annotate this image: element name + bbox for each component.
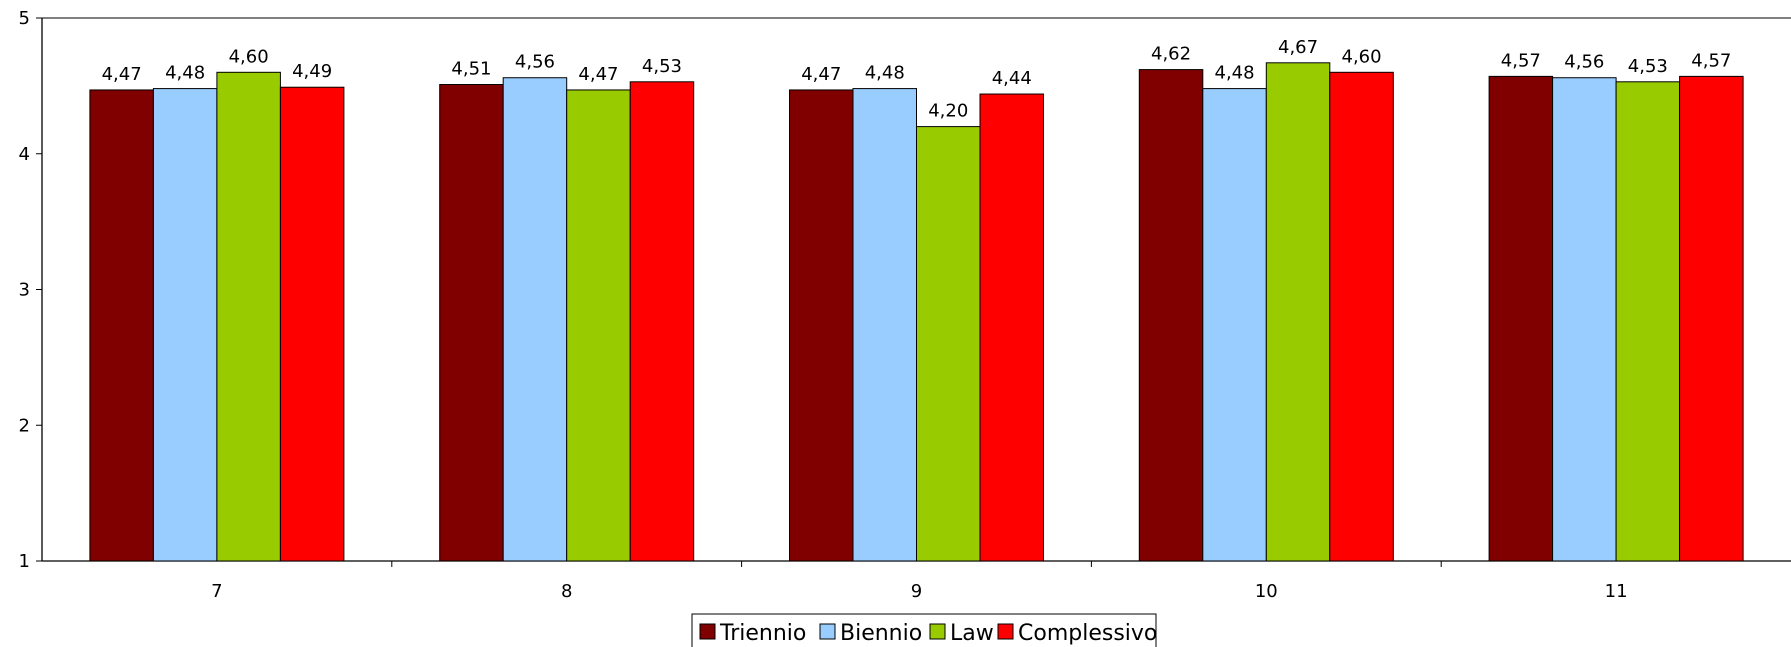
bar-complessivo-8	[629, 81, 695, 562]
x-tick-label: 10	[1255, 581, 1278, 602]
bar-law-10	[1265, 62, 1331, 562]
data-label: 4,57	[1691, 50, 1731, 71]
bar-biennio-7	[152, 88, 218, 562]
data-label: 4,48	[165, 63, 205, 84]
data-label: 4,53	[642, 56, 682, 77]
plot-area: 1 2 3 4 5 4,47 4,48 4,60 4,49 7 4,51 4,56 4,47 4,53 8 4…	[19, 8, 1791, 602]
x-tick-label: 11	[1605, 581, 1628, 602]
legend-label-biennio: Biennio	[840, 621, 922, 646]
y-tick-label: 5	[19, 8, 30, 29]
data-label: 4,60	[1342, 46, 1382, 67]
data-label: 4,67	[1278, 37, 1318, 58]
legend-swatch-biennio	[819, 623, 836, 640]
data-label: 4,44	[992, 68, 1032, 89]
bar-law-8	[566, 89, 631, 562]
data-label: 4,57	[1501, 50, 1541, 71]
x-tick-label: 8	[561, 581, 572, 602]
data-label: 4,53	[1628, 56, 1668, 77]
data-label: 4,48	[865, 63, 905, 84]
data-label: 4,48	[1215, 63, 1255, 84]
bar-triennio-9	[789, 89, 854, 562]
data-label: 4,62	[1151, 44, 1191, 65]
x-tick-label: 7	[211, 581, 222, 602]
legend-label-triennio: Triennio	[719, 621, 806, 646]
data-label: 4,47	[578, 64, 618, 85]
bar-biennio-11	[1552, 77, 1617, 562]
data-label: 4,56	[1564, 52, 1604, 73]
bar-triennio-8	[439, 84, 504, 562]
data-label: 4,56	[515, 52, 555, 73]
y-tick-label: 1	[19, 551, 30, 572]
bar-biennio-8	[502, 77, 568, 562]
bar-law-9	[916, 126, 981, 562]
y-tick-label: 3	[19, 280, 30, 301]
legend-box	[691, 613, 1157, 647]
bar-triennio-10	[1138, 69, 1204, 562]
legend: Triennio Biennio Law Complessivo	[691, 613, 1157, 647]
bar-biennio-9	[852, 88, 917, 562]
legend-swatch-law	[929, 623, 946, 640]
data-label: 4,51	[451, 59, 491, 80]
legend-label-law: Law	[950, 621, 994, 646]
legend-swatch-triennio	[699, 623, 716, 640]
data-label: 4,47	[801, 64, 841, 85]
bar-complessivo-11	[1679, 75, 1744, 562]
y-tick-label: 2	[19, 415, 30, 436]
bar-complessivo-7	[279, 86, 345, 562]
bar-triennio-7	[89, 89, 154, 562]
y-tick-label: 4	[19, 144, 30, 165]
bar-complessivo-10	[1329, 71, 1394, 562]
data-label: 4,60	[229, 46, 269, 67]
legend-label-complessivo: Complessivo	[1018, 621, 1157, 646]
x-tick-label: 9	[911, 581, 922, 602]
data-label: 4,20	[928, 101, 968, 122]
bar-biennio-10	[1202, 88, 1267, 562]
bar-law-11	[1615, 81, 1681, 562]
bar-triennio-11	[1488, 75, 1554, 562]
legend-swatch-complessivo	[997, 623, 1014, 640]
data-label: 4,47	[102, 64, 142, 85]
bar-complessivo-9	[979, 93, 1044, 562]
data-label: 4,49	[292, 61, 332, 82]
bar-law-7	[216, 71, 281, 562]
